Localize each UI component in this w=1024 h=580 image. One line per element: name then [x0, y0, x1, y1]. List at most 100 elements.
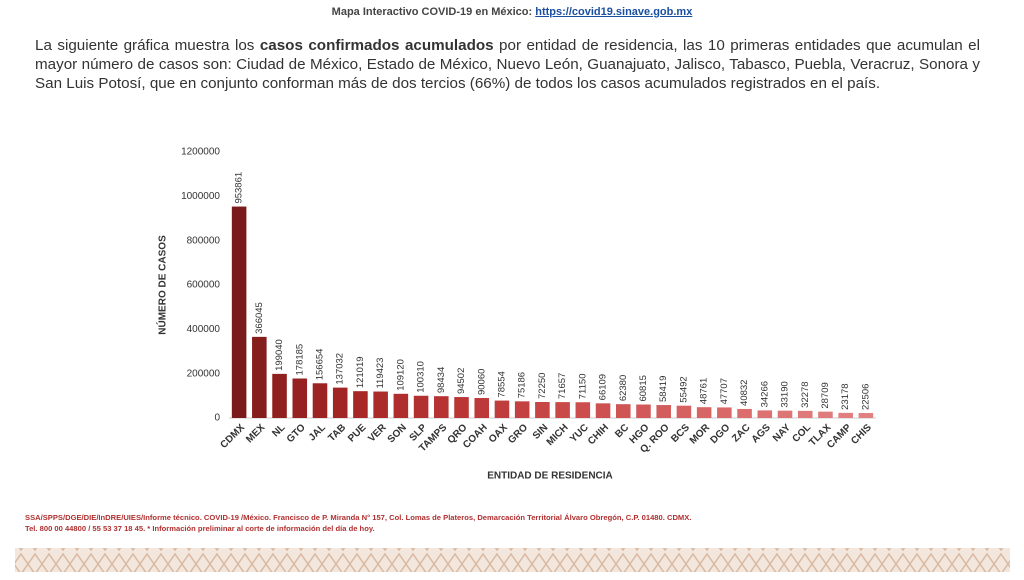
data-label: 953861	[234, 172, 245, 204]
footer: SSA/SPPS/DGE/DIE/InDRE/UIES/Informe técn…	[25, 512, 1005, 534]
data-label: 98434	[436, 367, 447, 393]
data-label: 48761	[699, 378, 710, 404]
data-label: 121019	[355, 356, 366, 388]
bar	[292, 378, 308, 418]
data-label: 137032	[335, 353, 346, 385]
y-tick-label: 600000	[187, 280, 221, 291]
x-tick-label: BCS	[669, 422, 692, 445]
data-label: 72250	[537, 373, 548, 399]
y-tick-label: 1000000	[181, 191, 220, 202]
bar	[535, 401, 550, 418]
bar	[454, 397, 469, 418]
text: La siguiente gráfica muestra los	[35, 37, 260, 54]
bar	[595, 403, 611, 418]
bar	[696, 407, 712, 418]
x-tick-label: MOR	[688, 422, 713, 447]
data-label: 71657	[557, 373, 568, 399]
data-label: 156654	[315, 349, 326, 381]
data-label: 33190	[780, 381, 791, 407]
paragraph: La siguiente gráfica muestra los casos c…	[35, 36, 980, 93]
data-label: 100310	[416, 361, 427, 393]
x-tick-label: MICH	[545, 422, 571, 448]
x-tick-label: ZAC	[730, 422, 752, 444]
x-tick-label: NAY	[771, 422, 793, 444]
data-label: 23178	[840, 383, 851, 409]
bar	[312, 383, 328, 418]
text: por entidad de residencia, las 10 primer…	[35, 37, 981, 92]
y-tick-label: 200000	[187, 368, 221, 379]
bar	[737, 408, 752, 418]
decorative-band	[15, 548, 1010, 572]
bar	[514, 401, 530, 418]
bar	[555, 402, 570, 418]
bar	[373, 391, 388, 418]
data-label: 78554	[496, 371, 507, 397]
bar	[252, 336, 267, 418]
data-label: 34266	[759, 381, 770, 407]
data-label: 178185	[294, 344, 305, 376]
footer-line: SSA/SPPS/DGE/DIE/InDRE/UIES/Informe técn…	[25, 513, 692, 522]
y-tick-label: 1200000	[181, 147, 220, 158]
bold-text: casos confirmados acumulados	[259, 37, 494, 54]
x-tick-label: SON	[386, 422, 409, 445]
header-link[interactable]: https://covid19.sinave.gob.mx	[535, 6, 693, 18]
x-tick-label: CHIS	[849, 422, 874, 447]
bar	[818, 411, 833, 418]
data-label: 90060	[476, 369, 487, 395]
bar	[797, 410, 813, 418]
data-label: 119423	[375, 358, 386, 389]
x-tick-label: DGO	[708, 422, 732, 446]
data-label: 55492	[678, 376, 689, 402]
x-tick-label: CHIH	[586, 422, 611, 447]
bar	[676, 405, 692, 418]
y-tick-label: 400000	[187, 324, 221, 335]
bar	[272, 373, 287, 418]
data-label: 62380	[618, 375, 629, 401]
header: Mapa Interactivo COVID-19 en México: htt…	[0, 6, 1024, 18]
data-label: 109120	[395, 359, 406, 391]
bar	[858, 413, 874, 418]
data-label: 58419	[658, 376, 669, 402]
bar	[717, 407, 732, 418]
bar	[636, 404, 651, 418]
bar	[413, 395, 429, 418]
x-axis-title: ENTIDAD DE RESIDENCIA	[487, 471, 613, 482]
bar	[615, 404, 631, 418]
bar	[757, 410, 773, 418]
bar	[332, 387, 348, 418]
data-label: 32278	[800, 381, 811, 407]
x-tick-label: PUE	[346, 422, 369, 445]
x-tick-label: JAL	[307, 422, 328, 443]
bar	[656, 405, 671, 418]
y-tick-label: 800000	[187, 235, 221, 246]
bar	[494, 400, 510, 418]
data-label: 47707	[719, 378, 730, 404]
footer-line: Tel. 800 00 44800 / 55 53 37 18 45. * In…	[25, 524, 375, 533]
data-label: 71150	[577, 374, 588, 400]
header-text: Mapa Interactivo COVID-19 en México:	[331, 6, 536, 18]
bar	[434, 396, 449, 418]
data-label: 60815	[638, 375, 649, 401]
x-tick-label: VER	[366, 422, 389, 445]
data-label: 75186	[517, 372, 528, 398]
x-tick-label: AGS	[750, 422, 773, 445]
x-tick-label: GRO	[506, 422, 530, 446]
x-tick-label: MEX	[244, 422, 267, 445]
x-tick-label: OAX	[487, 422, 510, 445]
data-label: 28709	[820, 382, 831, 408]
data-label: 40832	[739, 380, 750, 406]
data-label: 199040	[274, 339, 285, 371]
bar	[777, 410, 793, 418]
bar	[575, 402, 591, 418]
y-axis-title: NÚMERO DE CASOS	[156, 235, 169, 335]
x-tick-label: CDMX	[218, 422, 247, 451]
data-label: 66109	[598, 374, 609, 400]
bar	[231, 206, 247, 418]
x-tick-label: GTO	[285, 422, 308, 445]
bar	[393, 393, 409, 418]
bar	[838, 412, 853, 418]
y-tick-label: 0	[214, 413, 220, 424]
data-label: 22506	[860, 384, 871, 410]
